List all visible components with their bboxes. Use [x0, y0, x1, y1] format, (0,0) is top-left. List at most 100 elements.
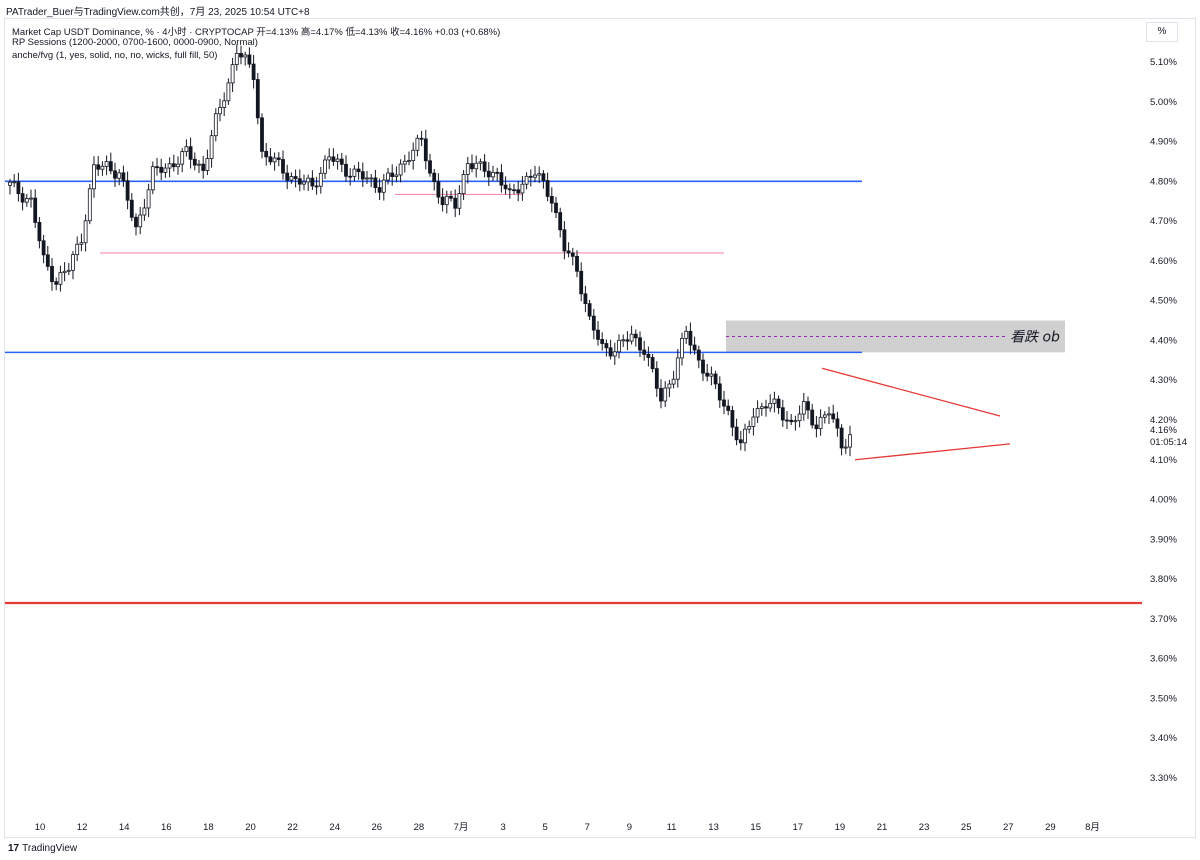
- y-tick-label: 3.40%: [1150, 733, 1177, 744]
- candle-body: [743, 428, 747, 444]
- candle-body: [696, 349, 701, 361]
- candle-body: [171, 163, 176, 168]
- tradingview-logo[interactable]: 17 TradingView: [8, 843, 77, 854]
- candle-body: [419, 137, 424, 140]
- candle-body: [558, 212, 563, 231]
- candle-body: [814, 424, 819, 430]
- candle-body: [554, 202, 558, 213]
- x-tick-label: 7: [585, 822, 590, 833]
- candle-body: [411, 149, 416, 161]
- candle-body: [83, 220, 88, 244]
- x-tick-label: 23: [919, 822, 930, 833]
- candle-body: [159, 166, 164, 173]
- x-tick-label: 15: [750, 822, 761, 833]
- candle-body: [402, 160, 407, 165]
- candle-body: [398, 163, 403, 176]
- candle-body: [533, 174, 537, 178]
- x-tick-label: 8月: [1085, 822, 1100, 833]
- candle-body: [58, 272, 63, 285]
- candle-body: [146, 189, 151, 209]
- candle-body: [629, 333, 634, 342]
- candle-body: [604, 343, 609, 349]
- x-tick-label: 16: [161, 822, 172, 833]
- candle-body: [747, 426, 752, 430]
- candle-body: [268, 156, 273, 163]
- candle-body: [478, 161, 483, 164]
- candle-body: [797, 413, 802, 422]
- candle-body: [96, 164, 101, 170]
- candle-body: [272, 157, 277, 163]
- candle-body: [276, 157, 281, 160]
- candle-body: [650, 357, 655, 370]
- candle-body: [54, 281, 59, 285]
- y-tick-label: 4.70%: [1150, 216, 1177, 227]
- candle-body: [491, 171, 495, 178]
- candle-body: [239, 53, 243, 58]
- candle-body: [516, 189, 521, 194]
- bar-countdown: 01:05:14: [1150, 437, 1187, 448]
- symbol-legend[interactable]: Market Cap USDT Dominance, % · 4小时 · CRY…: [12, 27, 501, 38]
- chart-frame[interactable]: [4, 18, 1196, 838]
- candle-body: [793, 420, 798, 423]
- candle-body: [688, 330, 693, 346]
- candle-body: [738, 439, 743, 444]
- indicator-legend-sessions[interactable]: RP Sessions (1200-2000, 0700-1600, 0000-…: [12, 37, 258, 48]
- candle-body: [176, 163, 180, 168]
- y-tick-label: 3.90%: [1150, 534, 1177, 545]
- candle-body: [423, 138, 428, 162]
- candle-body: [583, 293, 588, 305]
- candle-body: [818, 416, 823, 430]
- candle-body: [654, 368, 659, 389]
- candle-body: [79, 242, 84, 245]
- candle-body: [659, 387, 663, 402]
- y-tick-label: 5.00%: [1150, 97, 1177, 108]
- candle-body: [348, 175, 353, 178]
- candle-body: [138, 214, 143, 228]
- candle-body: [192, 158, 197, 166]
- candle-body: [226, 82, 231, 102]
- y-tick-label: 3.80%: [1150, 574, 1177, 585]
- x-tick-label: 24: [329, 822, 340, 833]
- x-tick-label: 5: [543, 822, 548, 833]
- candle-body: [507, 188, 512, 191]
- candle-body: [671, 378, 676, 385]
- candle-body: [600, 339, 605, 344]
- percent-scale-button[interactable]: %: [1146, 22, 1178, 42]
- candle-body: [486, 170, 491, 178]
- logo-mark-icon: 17: [8, 843, 20, 854]
- candle-body: [314, 185, 319, 188]
- candle-body: [184, 146, 189, 153]
- y-tick-label: 4.90%: [1150, 137, 1177, 148]
- candle-body: [633, 333, 638, 339]
- candle-body: [621, 339, 626, 342]
- candle-body: [843, 446, 848, 449]
- candle-body: [134, 216, 138, 228]
- candle-body: [684, 330, 689, 339]
- candle-body: [129, 199, 134, 218]
- candle-body: [281, 159, 285, 174]
- candle-body: [150, 166, 155, 191]
- attribution-bar: PATrader_Buer与TradingView.com共创，7月 23, 2…: [0, 0, 1200, 18]
- candle-body: [810, 409, 815, 426]
- candle-body: [801, 401, 806, 415]
- candle-body: [776, 398, 781, 409]
- candle-body: [104, 161, 109, 167]
- candle-body: [243, 54, 248, 58]
- candle-body: [596, 329, 600, 340]
- candle-body: [167, 163, 172, 169]
- candle-body: [562, 229, 567, 252]
- x-tick-label: 21: [877, 822, 888, 833]
- candle-body: [29, 197, 33, 200]
- candle-body: [121, 172, 126, 182]
- candle-body: [428, 160, 432, 174]
- x-tick-label: 25: [961, 822, 972, 833]
- candle-body: [848, 434, 852, 448]
- candle-body: [66, 269, 71, 272]
- y-tick-label: 4.80%: [1150, 176, 1177, 187]
- x-tick-label: 13: [708, 822, 719, 833]
- candle-body: [734, 426, 739, 441]
- candle-body: [163, 167, 168, 173]
- indicator-legend-fvg[interactable]: anche/fvg (1, yes, solid, no, no, wicks,…: [12, 50, 218, 61]
- candle-body: [92, 164, 96, 190]
